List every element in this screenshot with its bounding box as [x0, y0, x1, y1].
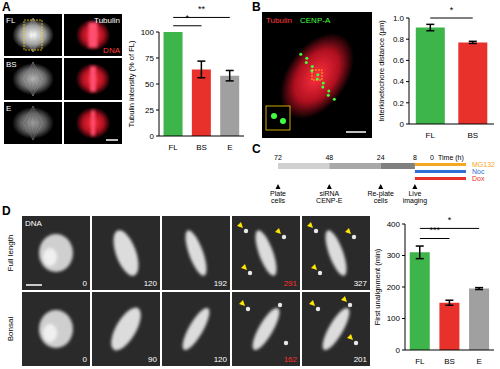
svg-text:100: 100	[141, 28, 155, 37]
svg-text:72: 72	[274, 154, 282, 161]
svg-text:Time (h): Time (h)	[438, 154, 464, 162]
svg-text:0: 0	[83, 355, 88, 364]
svg-text:*: *	[450, 5, 454, 15]
svg-text:siRNA: siRNA	[319, 190, 339, 197]
svg-text:Live: Live	[408, 190, 421, 197]
svg-text:cells: cells	[374, 197, 389, 204]
svg-text:DNA: DNA	[25, 219, 43, 228]
svg-text:imaging: imaging	[403, 197, 428, 205]
svg-text:162: 162	[284, 355, 298, 364]
svg-text:*: *	[186, 13, 190, 23]
svg-text:192: 192	[214, 279, 228, 288]
svg-text:MG132: MG132	[472, 161, 495, 168]
svg-text:Tubulin: Tubulin	[94, 16, 120, 25]
svg-text:100: 100	[387, 314, 401, 323]
svg-text:Re-plate: Re-plate	[367, 190, 394, 197]
svg-text:BS: BS	[196, 143, 207, 152]
svg-text:B: B	[252, 0, 261, 14]
svg-text:C: C	[252, 142, 261, 156]
svg-text:201: 201	[354, 355, 368, 364]
svg-text:Full length: Full length	[6, 235, 15, 272]
svg-text:FL: FL	[168, 143, 178, 152]
svg-text:D: D	[2, 204, 11, 218]
svg-text:*: *	[448, 215, 452, 225]
svg-text:0.4: 0.4	[393, 77, 405, 86]
svg-text:CENP-A: CENP-A	[300, 16, 331, 25]
svg-text:Tubulin intensity (% of FL): Tubulin intensity (% of FL)	[127, 40, 136, 127]
svg-text:200: 200	[387, 283, 401, 292]
svg-text:FL: FL	[426, 131, 436, 140]
svg-text:327: 327	[354, 279, 368, 288]
svg-text:90: 90	[148, 355, 157, 364]
svg-text:0: 0	[430, 154, 434, 161]
svg-text:8: 8	[413, 154, 417, 161]
svg-text:120: 120	[144, 279, 158, 288]
svg-text:0: 0	[150, 132, 155, 141]
svg-text:BS: BS	[444, 357, 455, 366]
svg-text:50: 50	[145, 80, 154, 89]
svg-text:25: 25	[145, 106, 154, 115]
svg-text:400: 400	[387, 220, 401, 229]
svg-text:FL: FL	[415, 357, 425, 366]
svg-text:DNA: DNA	[103, 46, 121, 55]
svg-text:**: **	[198, 4, 206, 14]
svg-text:Tubulin: Tubulin	[266, 16, 292, 25]
svg-text:BS: BS	[6, 60, 17, 69]
svg-text:48: 48	[325, 154, 333, 161]
svg-text:0.2: 0.2	[393, 99, 405, 108]
svg-text:cells: cells	[271, 197, 286, 204]
svg-text:300: 300	[387, 251, 401, 260]
svg-text:CENP-E: CENP-E	[316, 197, 343, 204]
svg-text:***: ***	[429, 225, 440, 235]
svg-text:Plate: Plate	[270, 190, 286, 197]
svg-text:0: 0	[83, 279, 88, 288]
svg-text:FL: FL	[6, 16, 16, 25]
svg-text:24: 24	[377, 154, 385, 161]
svg-text:A: A	[2, 0, 11, 14]
svg-text:E: E	[227, 143, 232, 152]
svg-text:0: 0	[400, 120, 405, 129]
svg-text:75: 75	[145, 54, 154, 63]
svg-text:E: E	[476, 357, 481, 366]
svg-text:0.8: 0.8	[393, 35, 405, 44]
svg-text:Dox: Dox	[472, 175, 485, 182]
svg-text:Interkinetochore distance (μm): Interkinetochore distance (μm)	[377, 20, 386, 122]
svg-text:Bonsai: Bonsai	[6, 317, 15, 342]
svg-text:Noc: Noc	[472, 168, 485, 175]
svg-text:First unalignment (min): First unalignment (min)	[373, 248, 382, 325]
svg-text:120: 120	[214, 355, 228, 364]
svg-text:291: 291	[284, 279, 298, 288]
svg-text:1.0: 1.0	[393, 14, 405, 23]
svg-text:BS: BS	[467, 131, 478, 140]
svg-text:0.6: 0.6	[393, 56, 405, 65]
svg-text:0: 0	[396, 346, 401, 355]
svg-text:E: E	[6, 104, 11, 113]
